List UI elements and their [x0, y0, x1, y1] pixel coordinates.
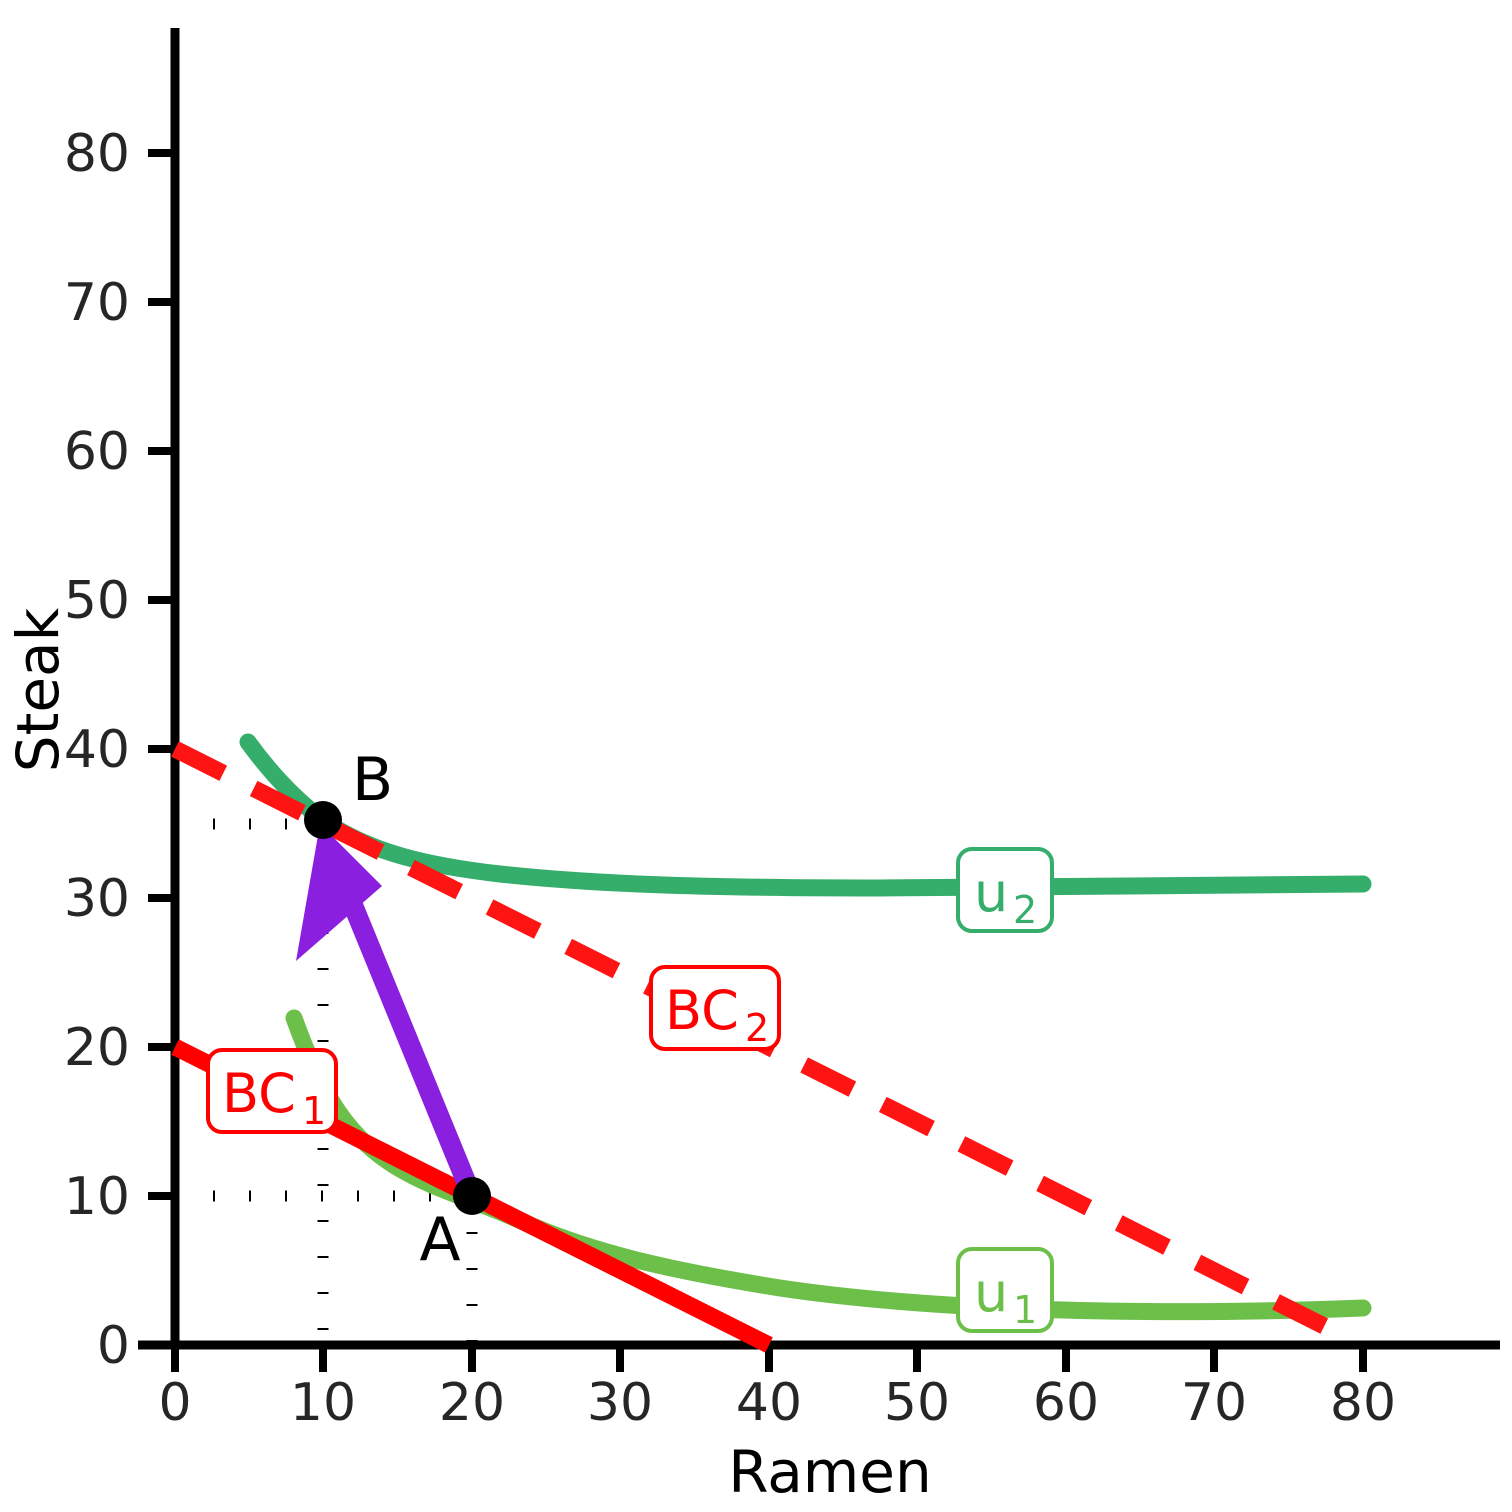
curve-label-u1-text: u [974, 1261, 1008, 1324]
x-tick-label-60: 60 [1033, 1373, 1099, 1433]
substitution-shift-arrow [296, 824, 482, 1200]
y-tick-label-10: 10 [64, 1167, 130, 1227]
curve-label-bc1[interactable]: BC 1 [206, 1048, 338, 1134]
y-tick-label-60: 60 [64, 422, 130, 482]
y-tick-label-50: 50 [64, 571, 130, 631]
x-tick-marks [171, 1345, 1367, 1372]
curve-label-u2-text: u [974, 861, 1008, 924]
data-points-group [304, 801, 491, 1215]
curve-label-bc2-text: BC [665, 979, 739, 1042]
x-tick-label-40: 40 [736, 1373, 802, 1433]
curve-label-u2-box [956, 847, 1054, 933]
y-tick-labels: 0 10 20 30 40 50 60 70 80 [64, 124, 130, 1376]
curve-label-u2-subscript: 2 [1013, 888, 1037, 932]
x-tick-labels: 0 10 20 30 40 50 60 70 80 [158, 1373, 1396, 1433]
x-tick-label-30: 30 [587, 1373, 653, 1433]
arrow-head [296, 824, 382, 961]
curve-label-bc1-subscript: 1 [302, 1089, 326, 1133]
curve-label-bc1-box [206, 1048, 338, 1134]
curve-label-bc1-text: BC [222, 1062, 296, 1125]
y-tick-label-20: 20 [64, 1018, 130, 1078]
curve-label-u1-box [956, 1247, 1054, 1333]
x-tick-label-50: 50 [884, 1373, 950, 1433]
x-tick-label-80: 80 [1330, 1373, 1396, 1433]
y-tick-label-70: 70 [64, 273, 130, 333]
curve-label-u1-subscript: 1 [1013, 1288, 1037, 1332]
curve-label-u2[interactable]: u 2 [956, 847, 1054, 933]
y-tick-label-0: 0 [97, 1316, 130, 1376]
y-axis-title: Steak [4, 607, 72, 772]
curve-label-u1[interactable]: u 1 [956, 1247, 1054, 1333]
x-axis-title: Ramen [728, 1438, 932, 1506]
x-tick-label-0: 0 [158, 1373, 191, 1433]
x-tick-label-20: 20 [439, 1373, 505, 1433]
data-point-A[interactable] [453, 1177, 491, 1215]
guideline-group [177, 818, 478, 1343]
data-point-B[interactable] [304, 801, 342, 839]
curve-label-bc2[interactable]: BC 2 [649, 965, 781, 1051]
x-tick-label-10: 10 [290, 1373, 356, 1433]
y-tick-label-30: 30 [64, 869, 130, 929]
data-point-label-B: B [352, 745, 393, 815]
y-tick-label-80: 80 [64, 124, 130, 184]
y-tick-marks [148, 149, 175, 1349]
arrow-shaft [329, 867, 482, 1200]
axes-group [138, 28, 1500, 1350]
y-tick-label-40: 40 [64, 720, 130, 780]
x-tick-label-70: 70 [1181, 1373, 1247, 1433]
data-point-label-A: A [419, 1205, 460, 1275]
curve-label-bc2-subscript: 2 [745, 1006, 769, 1050]
curve-label-bc2-box [649, 965, 781, 1051]
